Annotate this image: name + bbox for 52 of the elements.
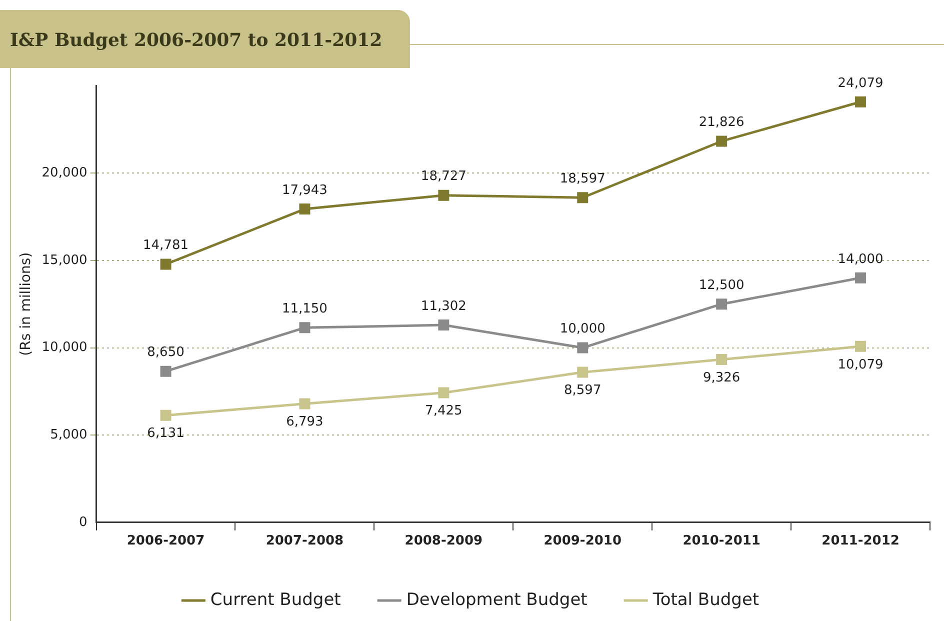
data-label: 21,826 (698, 115, 744, 130)
data-label: 11,150 (282, 302, 328, 317)
y-tick-label: 15,000 (42, 252, 88, 268)
data-label: 17,943 (282, 182, 328, 198)
x-tick-label: 2008-2009 (404, 534, 483, 549)
y-tick-label: 5,000 (50, 427, 88, 442)
x-tick-label: 2011-2012 (822, 534, 900, 549)
data-label: 18,727 (420, 169, 466, 184)
x-tick-label: 2010-2011 (682, 534, 760, 549)
point (438, 190, 450, 201)
point (716, 136, 728, 147)
data-label: 10,079 (838, 357, 884, 372)
point (438, 320, 450, 331)
data-label: 6,131 (147, 426, 184, 442)
point (577, 192, 588, 204)
point (577, 366, 588, 378)
data-label: 14,781 (143, 238, 189, 254)
data-label: 10,000 (560, 322, 606, 337)
point (716, 354, 728, 366)
point (299, 322, 310, 334)
point (577, 342, 588, 354)
point (716, 298, 728, 310)
x-tick-label: 2009-2010 (544, 534, 622, 549)
point (160, 258, 172, 270)
point (299, 204, 310, 215)
point (855, 340, 866, 352)
data-label: 24,079 (838, 76, 884, 91)
point (855, 272, 866, 284)
data-label: 14,000 (838, 252, 884, 267)
point (160, 366, 172, 377)
data-label: 18,597 (560, 171, 606, 186)
y-axis-title: (Rs in millions) (18, 252, 34, 356)
data-label: 11,302 (420, 298, 466, 314)
x-tick-label: 2007-2008 (266, 534, 344, 549)
data-label: 6,793 (286, 414, 324, 430)
data-label: 9,326 (702, 370, 740, 386)
legend-label: Current Budget (210, 590, 342, 610)
legend-label: Total Budget (652, 590, 760, 610)
data-label: 8,650 (147, 345, 184, 360)
point (438, 387, 450, 398)
data-label: 7,425 (425, 404, 462, 419)
data-label: 12,500 (698, 278, 744, 293)
point (160, 410, 172, 421)
data-label: 8,597 (564, 383, 602, 398)
point (299, 398, 310, 410)
point (855, 96, 866, 108)
chart-title: I&P Budget 2006-2007 to 2011-2012 (0, 10, 410, 68)
y-tick-label: 0 (79, 514, 88, 530)
legend-label: Development Budget (406, 590, 588, 610)
x-tick-label: 2006-2007 (126, 534, 205, 549)
y-tick-label: 20,000 (42, 165, 88, 180)
y-tick-label: 10,000 (42, 340, 88, 356)
